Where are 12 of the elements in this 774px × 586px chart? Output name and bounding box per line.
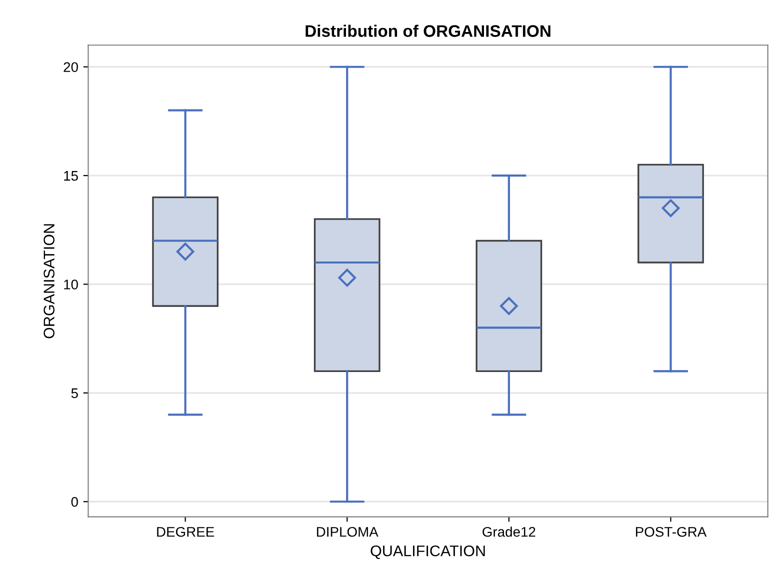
x-tick-label: Grade12 bbox=[482, 526, 536, 537]
y-tick-label: 20 bbox=[64, 62, 78, 72]
x-tick-label: DIPLOMA bbox=[317, 526, 378, 537]
x-axis-title: QUALIFICATION bbox=[370, 545, 485, 560]
chart-title: Distribution of ORGANISATION bbox=[306, 24, 550, 37]
x-tick-label: POST-GRA bbox=[636, 526, 707, 537]
y-tick-label: 15 bbox=[64, 171, 78, 181]
y-tick-label: 5 bbox=[71, 388, 78, 398]
x-tick-label: DEGREE bbox=[157, 526, 214, 537]
y-tick-label: 0 bbox=[71, 496, 78, 507]
y-tick-label: 10 bbox=[64, 280, 78, 290]
y-axis-title: ORGANISATION bbox=[44, 224, 54, 338]
